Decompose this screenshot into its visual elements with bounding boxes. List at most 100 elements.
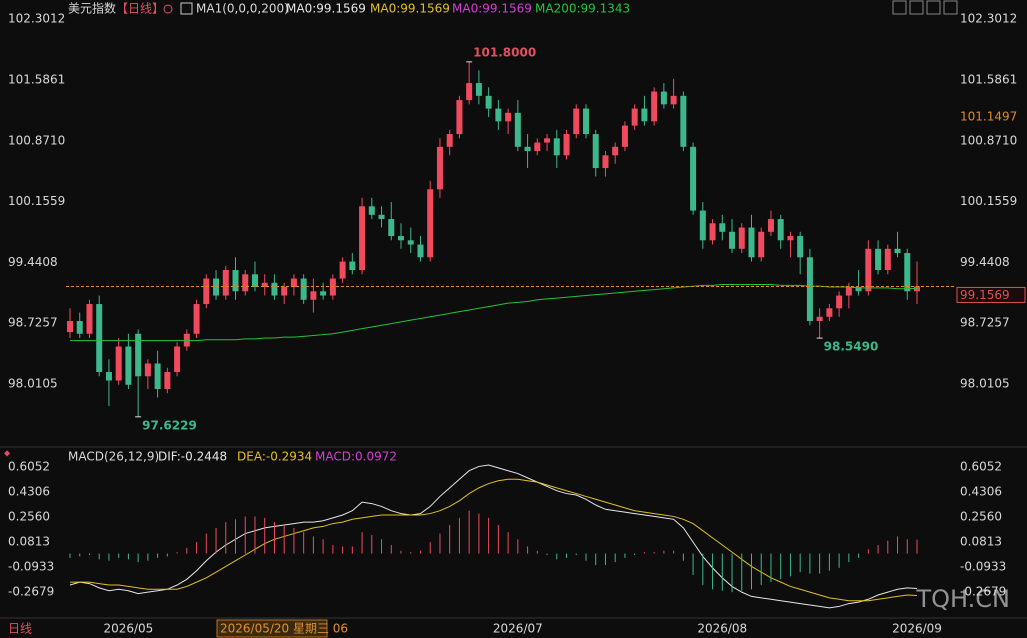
y-tick-label-right: 100.1559 bbox=[960, 194, 1017, 208]
candle-body bbox=[514, 112, 521, 147]
candle-body bbox=[144, 363, 151, 377]
candle-body bbox=[573, 108, 580, 135]
candle-body bbox=[86, 304, 93, 334]
panel-marker: ◆ bbox=[4, 449, 11, 458]
cursor-box bbox=[216, 619, 328, 638]
candle-body bbox=[67, 321, 73, 333]
macd-title: MACD(26,12,9) bbox=[68, 450, 159, 464]
legend-item: MA0:99.1569 bbox=[286, 2, 366, 16]
cursor-label: 2026/05/20 星期三 06 bbox=[220, 622, 348, 636]
settings-icon[interactable] bbox=[163, 4, 173, 14]
candle-body bbox=[621, 125, 628, 147]
y-tick-label: 101.5861 bbox=[8, 73, 65, 87]
candle-body bbox=[378, 214, 385, 220]
candle-body bbox=[904, 253, 911, 292]
candle-body bbox=[485, 95, 492, 109]
candle-body bbox=[651, 91, 658, 122]
annotation: 101.8000 bbox=[473, 45, 536, 59]
y-tick-label-right: 102.3012 bbox=[960, 12, 1017, 26]
y-tick-label-right: 98.0105 bbox=[960, 376, 1010, 390]
macd-line bbox=[69, 464, 918, 609]
candle-body bbox=[193, 304, 200, 334]
price-tag: 99.1569 bbox=[960, 288, 1010, 302]
y-tick-label-right: 0.2560 bbox=[960, 510, 1002, 524]
candle-body bbox=[505, 112, 512, 122]
x-tick-label: 2026/08 bbox=[697, 622, 747, 636]
candle-body bbox=[699, 210, 706, 241]
candle-body bbox=[894, 248, 901, 254]
candle-body bbox=[534, 142, 541, 152]
candle-body bbox=[135, 333, 142, 377]
candle-body bbox=[96, 304, 103, 373]
y-tick-label: 0.6052 bbox=[8, 460, 50, 474]
candle-body bbox=[242, 274, 249, 292]
indicator: MA1(0,0,0,200) bbox=[196, 2, 289, 16]
y-tick-label: 0.0813 bbox=[8, 534, 50, 548]
y-tick-label: 0.4306 bbox=[8, 485, 50, 499]
candle-body bbox=[875, 248, 882, 271]
candle-body bbox=[417, 244, 424, 258]
candle-body bbox=[719, 223, 726, 232]
y-tick-label: -0.0933 bbox=[8, 559, 54, 573]
y-tick-label: 98.7257 bbox=[8, 316, 58, 330]
candle-body bbox=[115, 346, 122, 381]
legend-item: MA0:99.1569 bbox=[452, 2, 532, 16]
candle-body bbox=[855, 287, 862, 292]
y-tick-label-right: 101.5861 bbox=[960, 73, 1017, 87]
candle-body bbox=[105, 372, 112, 381]
tool-button[interactable] bbox=[943, 0, 958, 15]
indicator-icon[interactable] bbox=[180, 2, 193, 15]
candle-body bbox=[339, 261, 346, 279]
candle-body bbox=[777, 219, 784, 241]
candle-body bbox=[475, 83, 482, 96]
candle-body bbox=[174, 346, 181, 373]
y-tick-label-right: 0.6052 bbox=[960, 460, 1002, 474]
candle-body bbox=[524, 146, 531, 152]
candle-body bbox=[349, 261, 356, 271]
candle-body bbox=[456, 100, 463, 135]
period[interactable]: 【日线】 bbox=[116, 2, 164, 16]
footer-period[interactable]: 日线 bbox=[8, 622, 32, 636]
ma-line bbox=[70, 283, 918, 342]
macd-header: MACD(26,12,9) DIF:-0.2448 DEA:-0.2934 MA… bbox=[68, 450, 397, 464]
legend-item: MA200:99.1343 bbox=[535, 2, 630, 16]
candle-body bbox=[806, 257, 813, 322]
candle-body bbox=[466, 83, 473, 101]
candle-body bbox=[271, 282, 278, 296]
candle-body bbox=[125, 346, 132, 385]
candle-body bbox=[690, 146, 697, 211]
candle-body bbox=[641, 108, 648, 122]
candle-body bbox=[738, 227, 745, 249]
candle-body bbox=[446, 134, 453, 147]
candle-body bbox=[203, 278, 210, 305]
tool-button[interactable] bbox=[926, 0, 941, 15]
candle-body bbox=[553, 138, 560, 156]
legend-item: MACD:0.0972 bbox=[315, 450, 397, 464]
candle-body bbox=[232, 270, 239, 292]
candle-body bbox=[436, 146, 443, 190]
candle-body bbox=[407, 240, 414, 245]
candle-body bbox=[865, 248, 872, 292]
price-tag-box bbox=[956, 286, 1026, 303]
candle-body bbox=[398, 236, 405, 241]
tool-button[interactable] bbox=[909, 0, 924, 15]
candle-body bbox=[680, 95, 687, 147]
y-tick-label: 98.0105 bbox=[8, 376, 58, 390]
candle-body bbox=[631, 108, 638, 126]
candle-body bbox=[826, 308, 833, 317]
candle-body bbox=[388, 219, 395, 237]
y-tick-label-right: 0.0813 bbox=[960, 534, 1002, 548]
candle-body bbox=[816, 316, 823, 322]
price-tag: 101.1497 bbox=[960, 110, 1017, 124]
candle-body bbox=[359, 206, 366, 271]
candle-body bbox=[310, 291, 317, 300]
candle-body bbox=[76, 321, 83, 334]
y-tick-label-right: -0.0933 bbox=[960, 559, 1006, 573]
y-tick-label: 100.8710 bbox=[8, 133, 65, 147]
candle-body bbox=[748, 227, 755, 258]
candle-body bbox=[300, 278, 307, 300]
candle-body bbox=[836, 295, 843, 309]
tool-button[interactable] bbox=[892, 0, 907, 15]
symbol-name: 美元指数 bbox=[68, 1, 116, 16]
